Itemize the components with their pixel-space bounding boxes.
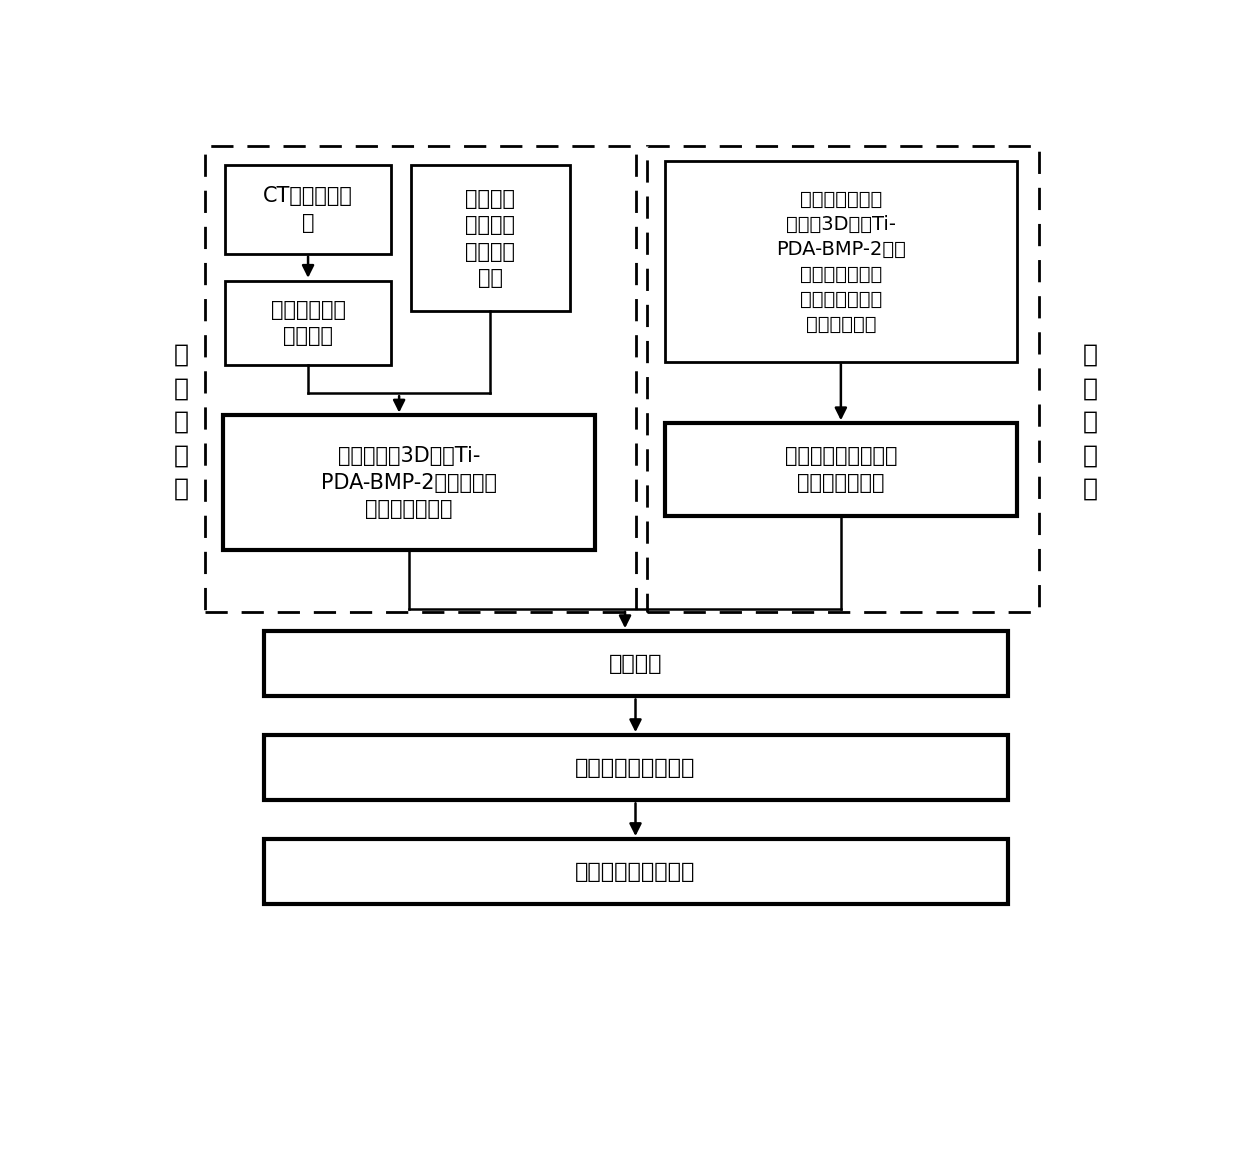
Text: 根据病情选择使用支
架的大小与数量: 根据病情选择使用支 架的大小与数量 bbox=[785, 446, 897, 493]
Text: 制作若干通用化
梯度化3D打印Ti-
PDA-BMP-2（固
定的力学强度、
规则的外形、微
结构、成分）: 制作若干通用化 梯度化3D打印Ti- PDA-BMP-2（固 定的力学强度、 规… bbox=[776, 189, 905, 333]
Text: 最终实现骨缺损修复: 最终实现骨缺损修复 bbox=[575, 862, 696, 881]
Text: 通
用
化
支
架: 通 用 化 支 架 bbox=[1083, 343, 1097, 501]
Bar bbox=[665, 161, 1017, 362]
Text: 支架植入: 支架植入 bbox=[609, 654, 662, 674]
Text: 软件设计所需
支架形状: 软件设计所需 支架形状 bbox=[270, 300, 346, 347]
Bar bbox=[410, 165, 569, 311]
Bar bbox=[224, 165, 392, 253]
Text: CT扫描缺损部
位: CT扫描缺损部 位 bbox=[263, 187, 353, 233]
Text: 个
性
化
支
架: 个 性 化 支 架 bbox=[174, 343, 188, 501]
Text: 综合评价
骨缺损的
病情严重
程度: 综合评价 骨缺损的 病情严重 程度 bbox=[465, 189, 515, 288]
Bar bbox=[224, 281, 392, 365]
Bar bbox=[647, 146, 1039, 612]
Bar bbox=[263, 735, 1007, 801]
Text: 支架内外骨组织长入: 支架内外骨组织长入 bbox=[575, 758, 696, 778]
Bar bbox=[263, 839, 1007, 904]
Bar bbox=[263, 631, 1007, 697]
Bar bbox=[206, 146, 635, 612]
Text: 设计梯度化3D打印Ti-
PDA-BMP-2支架（支架
外形、微结构）: 设计梯度化3D打印Ti- PDA-BMP-2支架（支架 外形、微结构） bbox=[321, 447, 497, 520]
Bar bbox=[665, 423, 1017, 516]
Bar bbox=[223, 416, 595, 551]
